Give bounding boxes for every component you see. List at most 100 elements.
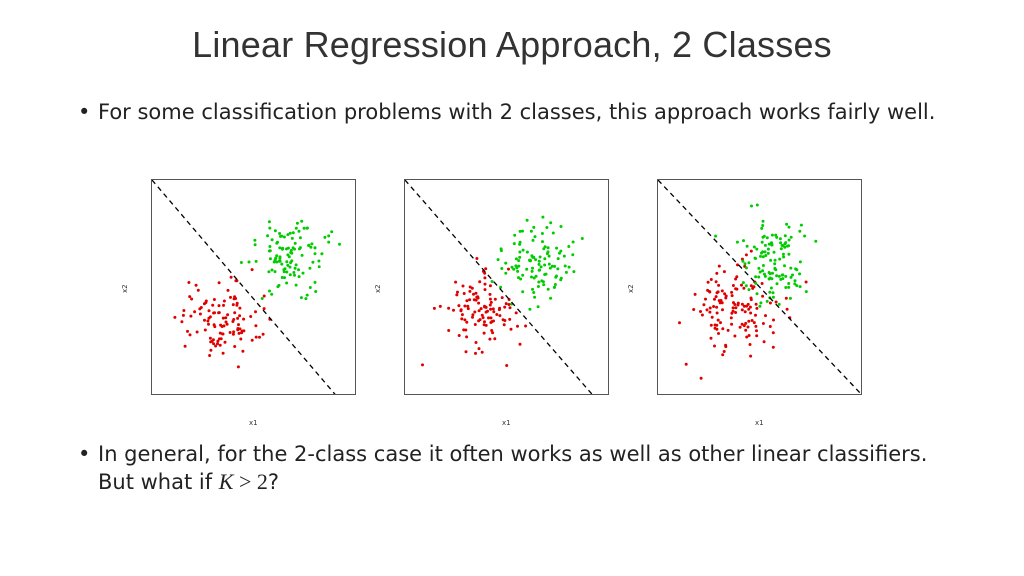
plot-2-y-label: x2 [374, 284, 382, 293]
data-point [516, 324, 519, 328]
data-point [759, 301, 763, 305]
data-point [763, 243, 767, 247]
data-point [714, 295, 718, 299]
data-point [483, 304, 486, 308]
data-point [715, 323, 719, 327]
data-point [206, 319, 210, 323]
data-point [532, 255, 536, 259]
data-point [505, 364, 509, 367]
data-point [190, 297, 194, 301]
bullet-dot: • [78, 442, 91, 466]
data-point [789, 235, 793, 239]
data-point [814, 239, 818, 243]
data-point [559, 249, 563, 253]
data-point [714, 234, 718, 238]
data-point [241, 349, 245, 353]
data-point [288, 265, 292, 269]
data-point [317, 259, 321, 263]
data-point [765, 236, 769, 240]
data-point [253, 243, 257, 247]
data-point [462, 292, 466, 295]
data-point [188, 333, 192, 337]
data-point [779, 247, 783, 251]
data-point [455, 293, 459, 297]
data-point [517, 259, 521, 263]
data-point [521, 248, 525, 252]
plot-3-x-label: x1 [755, 419, 764, 427]
data-point [273, 258, 277, 262]
data-point [731, 306, 735, 310]
data-point [221, 332, 225, 336]
data-point [461, 284, 465, 288]
data-point [744, 253, 748, 257]
data-point [531, 287, 534, 291]
data-point [768, 325, 772, 328]
data-point [216, 339, 220, 343]
data-point [290, 259, 294, 263]
data-point [757, 266, 761, 270]
data-point [249, 315, 253, 318]
data-point [559, 278, 563, 282]
data-point [774, 233, 778, 237]
data-point [182, 309, 186, 312]
bullet-1-text: For some classification problems with 2 … [98, 100, 936, 124]
data-point [285, 281, 289, 285]
data-point [768, 276, 772, 280]
data-point [278, 255, 282, 259]
data-point [297, 275, 301, 279]
data-point [748, 305, 752, 309]
data-point [702, 303, 706, 307]
data-point [532, 225, 536, 229]
data-point [508, 317, 512, 321]
data-point [285, 260, 289, 264]
data-point [313, 252, 317, 256]
data-point [741, 281, 745, 285]
data-point [758, 304, 762, 308]
data-point [186, 329, 189, 333]
data-point [294, 263, 298, 267]
data-point [564, 270, 568, 274]
data-point [719, 321, 722, 325]
data-point [759, 254, 762, 258]
data-point [207, 322, 210, 326]
data-point [285, 270, 289, 274]
data-point [283, 267, 287, 271]
data-point [799, 223, 803, 227]
data-point [294, 283, 298, 287]
data-point [277, 259, 281, 263]
data-point [509, 327, 513, 331]
data-point [787, 252, 791, 256]
data-point [735, 240, 739, 244]
data-point [559, 225, 563, 228]
data-point [483, 288, 487, 292]
data-point [772, 250, 776, 254]
data-point [533, 235, 537, 239]
data-point [290, 236, 294, 240]
data-point [774, 300, 778, 304]
data-point [240, 331, 244, 335]
data-point [447, 306, 451, 310]
data-point [741, 259, 745, 263]
data-point [310, 242, 314, 246]
data-point [538, 268, 542, 272]
data-point [541, 280, 545, 284]
data-point [740, 283, 743, 287]
data-point [488, 297, 492, 301]
data-point [308, 286, 312, 289]
data-point [567, 245, 571, 248]
data-point [198, 307, 202, 311]
data-point [481, 316, 485, 320]
data-point [314, 290, 318, 293]
data-point [781, 244, 785, 248]
data-point [275, 254, 279, 258]
data-point [299, 296, 303, 300]
data-point [223, 340, 227, 344]
data-point [338, 242, 341, 246]
data-point [480, 350, 484, 354]
data-point [748, 343, 752, 346]
data-point [783, 264, 786, 268]
k-variable: K [218, 469, 234, 494]
data-point [736, 301, 740, 305]
data-point [743, 310, 747, 314]
data-point [567, 265, 571, 269]
